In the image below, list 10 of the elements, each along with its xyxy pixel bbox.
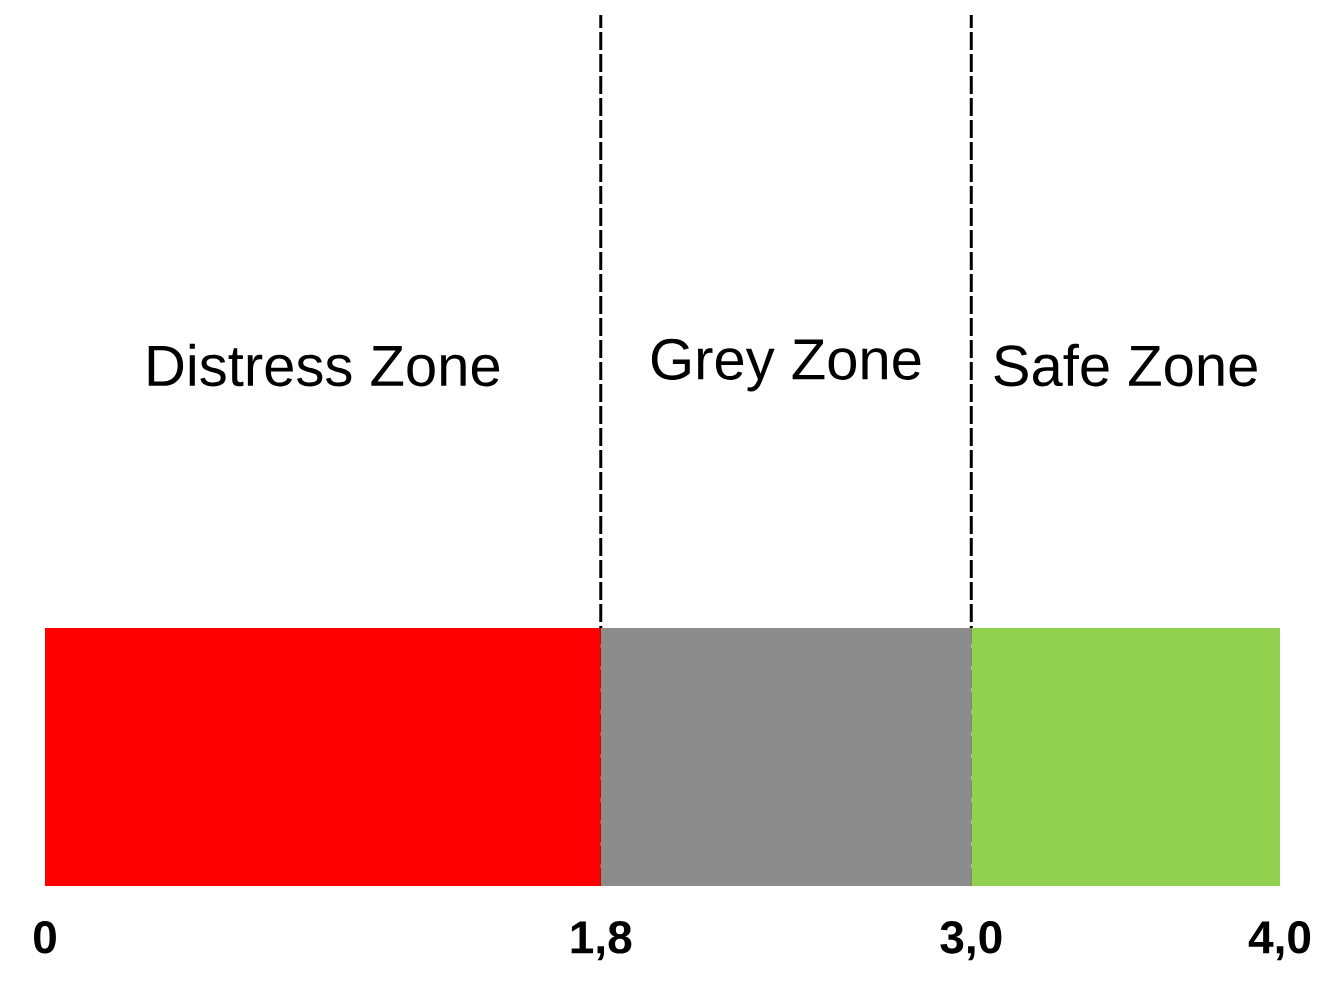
x-tick-label: 4,0: [1248, 921, 1311, 961]
bar: [45, 628, 601, 886]
annotation: Grey Zone: [651, 338, 921, 392]
annotation: Distress Zone: [148, 343, 500, 387]
x-tick-label: 0: [34, 921, 56, 954]
annotation: Safe Zone: [994, 343, 1257, 387]
x-tick-label: 1,8: [571, 921, 632, 961]
bar: [971, 628, 1281, 886]
x-tick-label: 3,0: [940, 921, 1002, 961]
bar: [600, 628, 972, 886]
